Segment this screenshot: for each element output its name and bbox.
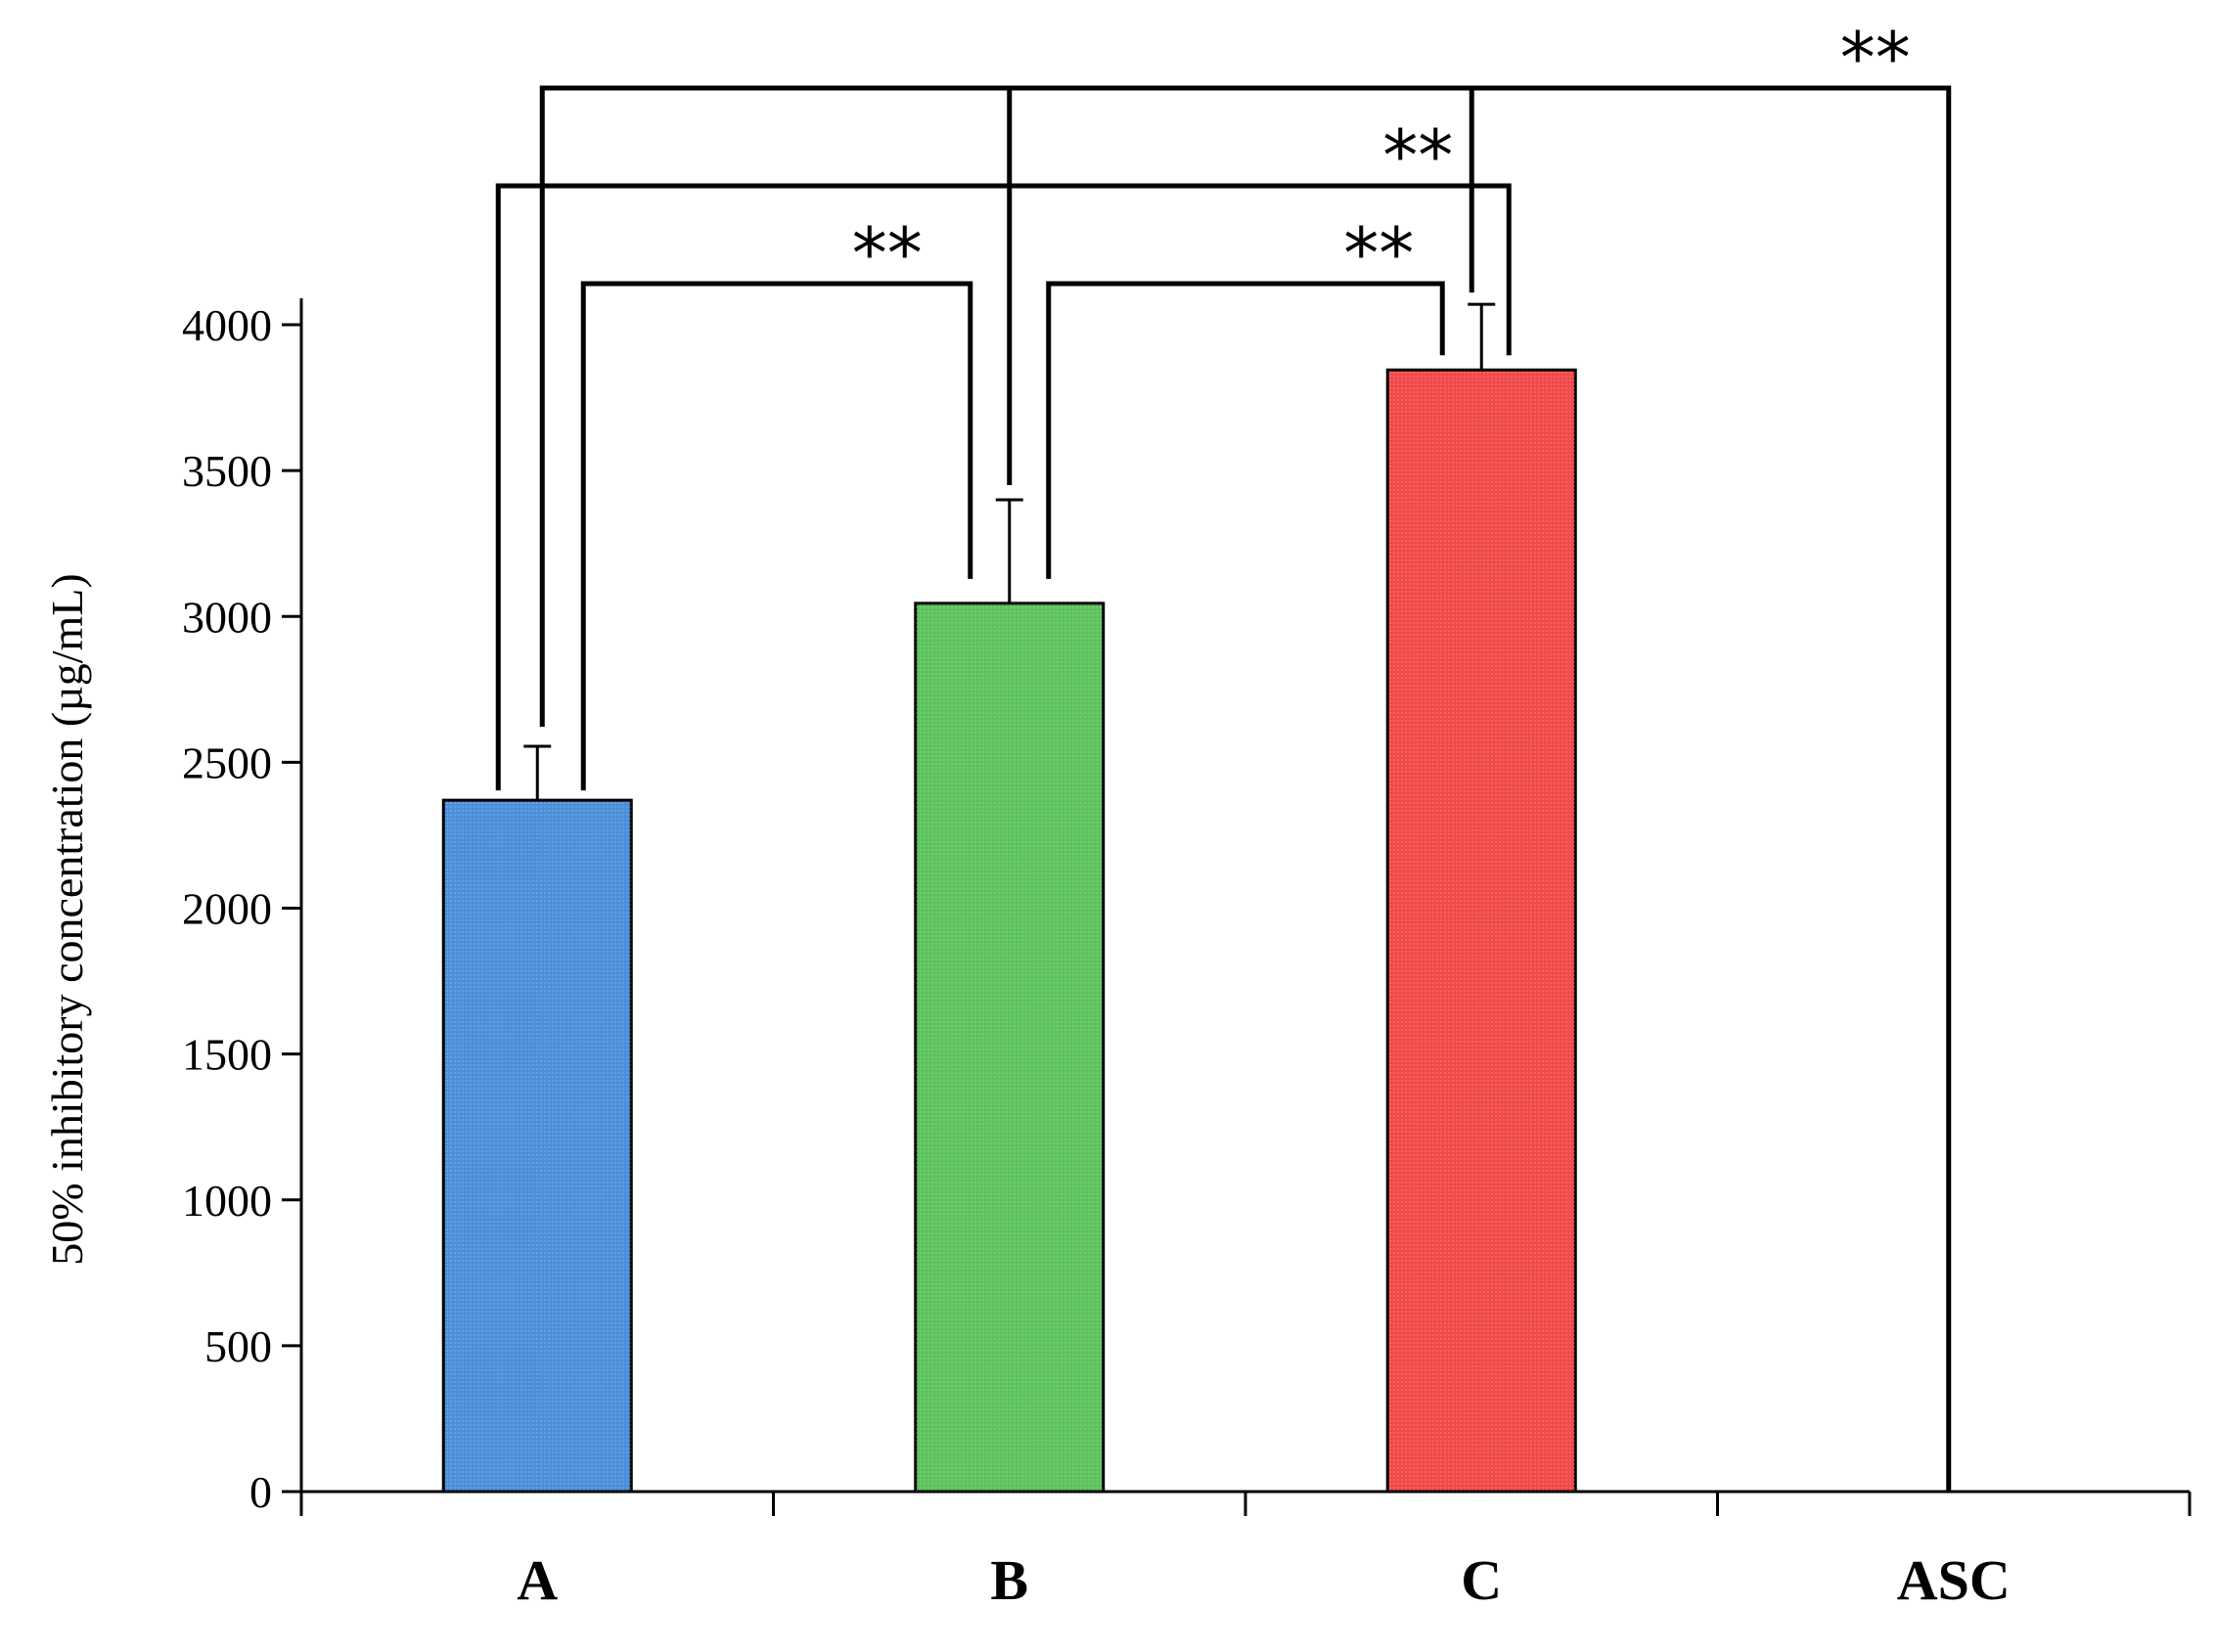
y-tick-label: 4000 bbox=[182, 300, 272, 350]
x-tick-label: A bbox=[517, 1548, 558, 1612]
error-bars bbox=[523, 302, 1496, 801]
y-tick-label: 1500 bbox=[182, 1030, 272, 1080]
bracket-a-asc bbox=[539, 85, 1952, 1492]
significance-brackets: ** ** ** ** bbox=[495, 17, 1952, 1492]
y-tick-label: 3000 bbox=[182, 592, 272, 642]
y-tick-label: 2000 bbox=[182, 884, 272, 934]
bar-texture bbox=[443, 800, 632, 1492]
x-tick-label: C bbox=[1461, 1548, 1502, 1612]
bars bbox=[441, 368, 2048, 1494]
y-tick-label: 3500 bbox=[182, 446, 272, 496]
bar-texture bbox=[1387, 370, 1576, 1492]
x-tick-label: B bbox=[990, 1548, 1028, 1612]
axes: 0 500 1000 1500 2000 2500 3000 3500 4000 A B C ASC bbox=[182, 298, 2192, 1612]
bracket-b-c-label: ** bbox=[1343, 212, 1414, 294]
bar-texture bbox=[915, 603, 1104, 1492]
bracket-a-c-label: ** bbox=[1382, 114, 1453, 197]
y-tick-label: 2500 bbox=[182, 737, 272, 787]
y-tick-label: 0 bbox=[249, 1467, 272, 1517]
bracket-b-c bbox=[1046, 281, 1445, 579]
y-axis-title: 50% inhibitory concentration (µg/mL) bbox=[42, 573, 92, 1265]
bracket-a-asc-label: ** bbox=[1840, 17, 1911, 99]
bracket-a-b-label: ** bbox=[852, 212, 923, 294]
x-tick-label: ASC bbox=[1897, 1548, 2011, 1612]
y-tick-label: 1000 bbox=[182, 1176, 272, 1226]
y-tick-label: 500 bbox=[204, 1321, 272, 1371]
bracket-a-c bbox=[495, 183, 1512, 791]
bracket-a-b bbox=[580, 281, 973, 791]
